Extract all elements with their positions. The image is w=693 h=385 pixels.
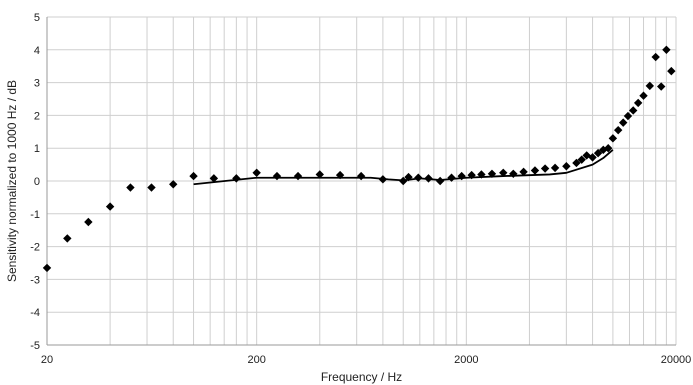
data-point-diamond [477, 170, 486, 179]
y-tick-label: 2 [34, 110, 40, 122]
data-point-diamond [651, 52, 660, 62]
data-point-diamond [499, 168, 508, 177]
data-point-diamond [582, 151, 591, 160]
data-point-diamond [662, 45, 671, 54]
data-point-diamond [414, 173, 423, 182]
data-point-diamond [604, 144, 613, 153]
measured-marker-series [42, 45, 676, 273]
y-tick-label: -4 [30, 307, 40, 319]
data-point-diamond [593, 148, 603, 158]
data-point-diamond [608, 134, 618, 143]
y-tick-labels: 5 4 3 2 1 0 -1 -2 -3 -4 -5 [30, 12, 40, 352]
y-tick-label: 4 [34, 45, 40, 57]
data-point-diamond [424, 174, 433, 183]
data-point-diamond [315, 170, 324, 179]
data-point-diamond [105, 202, 115, 211]
data-point-diamond [378, 175, 388, 184]
data-point-diamond [519, 167, 528, 177]
y-tick-label: -3 [30, 274, 40, 286]
data-point-diamond [645, 81, 655, 91]
data-point-diamond [232, 174, 241, 183]
data-point-diamond [588, 153, 597, 162]
y-tick-label: 0 [34, 176, 40, 188]
data-point-diamond [562, 162, 571, 171]
data-point-diamond [629, 106, 638, 115]
y-tick-label: -1 [30, 209, 40, 221]
data-point-diamond [63, 234, 72, 243]
y-axis-label: Sensitivity normalized to 1000 Hz / dB [5, 80, 19, 282]
y-tick-label: 5 [34, 12, 40, 24]
data-point-diamond [147, 183, 156, 192]
data-point-diamond [639, 91, 648, 100]
data-point-diamond [540, 164, 550, 173]
data-point-diamond [599, 145, 608, 155]
data-point-diamond [435, 176, 445, 186]
data-point-diamond [550, 163, 560, 173]
data-point-diamond [509, 169, 518, 178]
data-point-diamond [572, 158, 581, 168]
data-point-diamond [399, 176, 408, 186]
data-point-diamond [272, 171, 282, 181]
y-tick-label: -2 [30, 242, 40, 254]
axes [46, 17, 676, 346]
data-point-diamond [467, 170, 476, 180]
data-point-diamond [293, 171, 303, 181]
data-point-diamond [126, 183, 135, 192]
data-point-diamond [530, 166, 540, 175]
data-point-diamond [169, 180, 178, 189]
data-point-diamond [252, 168, 261, 177]
data-point-diamond [209, 174, 219, 183]
data-point-diamond [335, 170, 345, 180]
data-point-diamond [457, 171, 466, 181]
x-tick-labels: 20 200 2000 20000 [41, 354, 691, 366]
data-point-diamond [577, 155, 586, 164]
data-point-diamond [189, 171, 198, 181]
y-tick-label: -5 [30, 340, 40, 352]
data-point-diamond [84, 217, 93, 227]
data-point-diamond [487, 169, 497, 178]
x-tick-label: 20000 [661, 354, 692, 366]
x-tick-label: 20 [41, 354, 53, 366]
data-point-diamond [404, 172, 413, 182]
data-point-diamond [633, 98, 643, 108]
x-tick-label: 200 [247, 354, 265, 366]
x-axis-label: Frequency / Hz [321, 370, 402, 384]
x-tick-label: 2000 [454, 354, 478, 366]
data-point-diamond [613, 125, 623, 135]
data-point-diamond [657, 82, 666, 91]
y-tick-label: 1 [34, 143, 40, 155]
data-point-diamond [619, 118, 628, 127]
data-point-diamond [42, 263, 52, 273]
data-point-diamond [623, 111, 633, 121]
y-tick-label: 3 [34, 78, 40, 90]
data-point-diamond [667, 66, 676, 76]
data-point-diamond [447, 173, 456, 182]
data-point-diamond [356, 171, 366, 181]
